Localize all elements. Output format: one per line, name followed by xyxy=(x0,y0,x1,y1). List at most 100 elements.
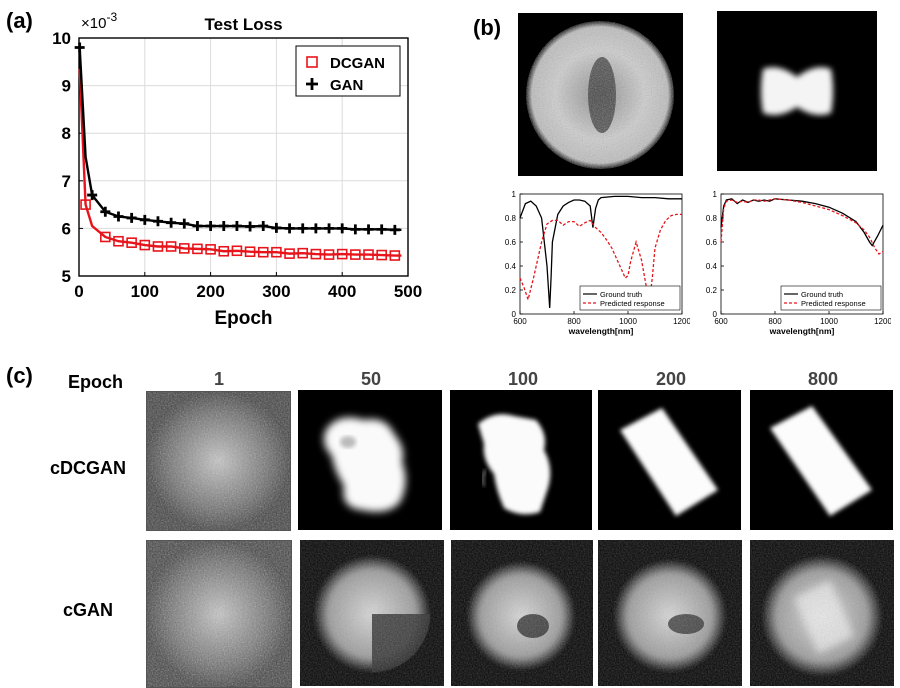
x-axis-label: Epoch xyxy=(214,308,272,329)
dcgan-marker xyxy=(336,248,348,260)
dcgan-marker xyxy=(205,244,216,255)
x-tick-label: 300 xyxy=(262,282,290,301)
cdcgan-epoch-800-image xyxy=(750,390,893,530)
x-tick-label: 800 xyxy=(768,317,782,326)
legend-label: Predicted response xyxy=(801,299,866,308)
cdcgan-epoch-50-image xyxy=(298,390,442,530)
y-tick-label: 0.2 xyxy=(505,286,517,295)
ground-truth-line xyxy=(720,198,884,247)
gan-marker xyxy=(310,223,321,234)
cgan-epoch-100-image xyxy=(451,540,593,686)
x-tick-label: 1200 xyxy=(673,317,690,326)
dcgan-marker xyxy=(297,247,309,259)
y-tick-label: 10 xyxy=(52,29,71,48)
y-tick-label: 0.2 xyxy=(706,286,718,295)
panel-label-b: (b) xyxy=(473,15,502,40)
gan-marker xyxy=(389,224,400,235)
legend-box xyxy=(780,285,882,311)
y-tick-label: 0 xyxy=(512,310,517,319)
gan-marker xyxy=(100,206,111,217)
x-tick-label: 400 xyxy=(328,282,356,301)
y-tick-label: 5 xyxy=(62,267,71,286)
gan-marker xyxy=(297,223,308,234)
epoch-header-200: 200 xyxy=(655,369,687,389)
gan-marker xyxy=(152,216,163,227)
gan-marker xyxy=(87,190,98,201)
series-line-dcgan xyxy=(78,68,402,257)
gan-marker xyxy=(139,214,150,225)
gan-marker xyxy=(245,221,256,232)
y-tick-label: 0.6 xyxy=(505,238,517,247)
row-label-cdcgan: cDCGAN xyxy=(50,458,127,478)
y-tick-label: 0.8 xyxy=(505,214,517,223)
spectrum-chart-left: 600 800 1000 1200 0 0.2 0.4 0.6 0.8 1 wavelength[n… xyxy=(505,190,690,336)
legend-label-dcgan: DCGAN xyxy=(330,55,385,72)
y-tick-label: 7 xyxy=(62,172,71,191)
gan-marker xyxy=(258,221,269,232)
dcgan-marker xyxy=(80,199,91,210)
exponent-label: ×10-3 xyxy=(81,10,117,32)
dcgan-marker xyxy=(244,246,256,258)
dcgan-marker xyxy=(152,241,164,252)
x-tick-label: 600 xyxy=(513,317,527,326)
predicted-response-line xyxy=(720,198,884,255)
dcgan-marker xyxy=(376,249,387,261)
cgan-epoch-1-image xyxy=(146,540,292,688)
x-tick-label: 100 xyxy=(131,282,159,301)
x-tick-label: 800 xyxy=(567,317,581,326)
x-axis-label: wavelength[nm] xyxy=(769,326,835,336)
y-tick-label: 9 xyxy=(62,77,71,96)
cdcgan-epoch-100-image xyxy=(450,390,592,530)
gan-marker xyxy=(205,221,216,232)
dcgan-marker xyxy=(126,237,137,248)
dcgan-marker xyxy=(284,248,295,259)
gan-marker xyxy=(324,223,335,234)
dcgan-marker xyxy=(218,245,230,257)
row-label-cgan: cGAN xyxy=(63,600,114,620)
y-tick-label: 8 xyxy=(62,124,71,143)
dcgan-marker xyxy=(192,243,203,255)
dcgan-marker xyxy=(165,241,177,252)
dcgan-marker xyxy=(363,249,374,260)
pattern-image-right xyxy=(717,11,877,171)
x-axis-label: wavelength[nm] xyxy=(568,326,634,336)
dcgan-marker xyxy=(257,246,269,258)
spectrum-frame xyxy=(720,193,884,315)
exponent-power: -3 xyxy=(106,10,117,24)
dcgan-marker xyxy=(350,249,361,260)
test-loss-chart: 0 100 200 300 400 500 5 6 7 8 9 10 Test Loss Epoch ×10… xyxy=(52,10,422,329)
x-tick-label: 600 xyxy=(714,317,728,326)
plot-frame xyxy=(78,37,409,277)
gan-marker xyxy=(231,221,242,232)
gan-marker xyxy=(166,217,177,228)
cgan-epoch-800-image xyxy=(750,540,894,686)
gan-marker xyxy=(271,222,282,233)
gan-marker xyxy=(74,42,85,53)
gan-marker xyxy=(376,224,387,235)
x-tick-label: 1200 xyxy=(874,317,891,326)
gan-marker xyxy=(126,212,137,223)
epoch-header-100: 100 xyxy=(507,369,539,389)
gan-marker xyxy=(192,221,203,232)
legend-box xyxy=(579,285,681,311)
legend-marker-dcgan xyxy=(306,56,318,68)
x-tick-label: 1000 xyxy=(820,317,838,326)
dcgan-marker xyxy=(113,235,124,247)
gan-marker xyxy=(179,218,190,229)
gan-marker xyxy=(113,211,124,222)
gan-marker xyxy=(218,221,229,232)
dcgan-marker xyxy=(323,249,335,260)
cgan-epoch-200-image xyxy=(598,540,742,686)
y-tick-label: 0 xyxy=(713,310,718,319)
legend-marker-gan xyxy=(306,78,318,90)
dcgan-marker xyxy=(310,248,322,260)
panel-label-c: (c) xyxy=(6,363,33,388)
y-tick-label: 0.4 xyxy=(505,262,517,271)
x-tick-label: 0 xyxy=(74,282,83,301)
epoch-header-1: 1 xyxy=(213,369,224,389)
cgan-epoch-50-image xyxy=(300,540,444,686)
gan-marker xyxy=(363,224,374,235)
cdcgan-epoch-200-image xyxy=(598,390,741,530)
legend-label: Ground truth xyxy=(801,290,843,299)
legend-label: Ground truth xyxy=(600,290,642,299)
